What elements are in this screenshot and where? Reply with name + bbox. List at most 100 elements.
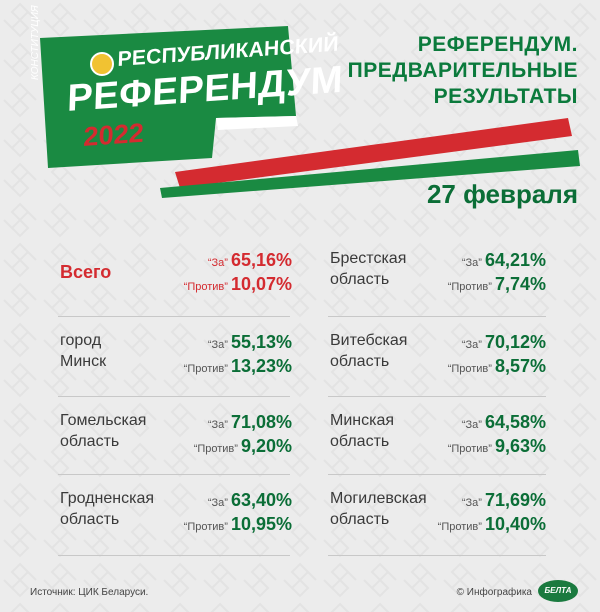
against-value: 13,23% — [230, 356, 292, 376]
vote-values: “За” 55,13% “Против” 13,23% — [184, 330, 292, 378]
for-label: “За” — [461, 257, 482, 269]
against-value: 7,74% — [494, 274, 546, 294]
against-value: 10,95% — [230, 514, 292, 534]
for-row: “За” 64,58% — [448, 410, 546, 434]
for-label: “За” — [207, 257, 228, 269]
vote-values: “За” 70,12% “Против” 8,57% — [448, 330, 546, 378]
region-name-line2: область — [330, 353, 390, 370]
region-name-line2: область — [330, 433, 390, 450]
row-divider — [328, 396, 546, 397]
region-name: Могилевская область — [330, 488, 450, 530]
against-label: “Против” — [447, 443, 492, 455]
against-value: 8,57% — [494, 356, 546, 376]
against-row: “Против” 9,20% — [194, 434, 292, 458]
for-value: 64,58% — [484, 412, 546, 432]
vote-values: “За” 64,58% “Против” 9,63% — [448, 410, 546, 458]
belta-logo: БЕЛТА — [538, 580, 578, 602]
region-name: Гомельская область — [60, 410, 180, 452]
row-divider — [328, 474, 546, 475]
region-name: Витебская область — [330, 330, 450, 372]
result-cell: Витебская область “За” 70,12% “Против” 8,57% — [330, 330, 546, 400]
against-row: “Против” 10,95% — [184, 512, 292, 536]
region-name: Брестская область — [330, 248, 450, 290]
region-name: Минская область — [330, 410, 450, 452]
region-name-line1: Гродненская — [60, 490, 155, 507]
for-value: 71,08% — [230, 412, 292, 432]
region-name-line1: город — [60, 332, 102, 349]
result-cell: Гродненская область “За” 63,40% “Против” 10,9… — [60, 488, 292, 558]
against-value: 10,40% — [484, 514, 546, 534]
region-name-line2: область — [330, 271, 390, 288]
vote-values: “За” 65,16% “Против” 10,07% — [184, 248, 292, 296]
against-value: 9,20% — [240, 436, 292, 456]
region-name: Всего — [60, 262, 180, 283]
for-value: 55,13% — [230, 332, 292, 352]
for-value: 71,69% — [484, 490, 546, 510]
region-name-line1: Брестская — [330, 250, 407, 267]
result-cell: Брестская область “За” 64,21% “Против” 7,74% — [330, 248, 546, 318]
against-value: 9,63% — [494, 436, 546, 456]
row-divider — [328, 555, 546, 556]
against-row: “Против” 10,40% — [438, 512, 546, 536]
against-label: “Против” — [437, 521, 482, 533]
region-name-line2: область — [60, 511, 120, 528]
for-label: “За” — [461, 497, 482, 509]
title-line2: ПРЕДВАРИТЕЛЬНЫЕ — [347, 59, 578, 82]
vote-values: “За” 71,08% “Против” 9,20% — [194, 410, 292, 458]
against-row: “Против” 13,23% — [184, 354, 292, 378]
against-row: “Против” 8,57% — [448, 354, 546, 378]
row-divider — [328, 316, 546, 317]
region-name-line2: область — [330, 511, 390, 528]
against-label: “Против” — [183, 281, 228, 293]
against-row: “Против” 7,74% — [448, 272, 546, 296]
against-label: “Против” — [447, 363, 492, 375]
page-title: РЕФЕРЕНДУМ. ПРЕДВАРИТЕЛЬНЫЕ РЕЗУЛЬТАТЫ — [348, 32, 578, 110]
region-name-line1: Всего — [60, 262, 112, 282]
against-label: “Против” — [183, 521, 228, 533]
for-row: “За” 71,08% — [194, 410, 292, 434]
for-value: 70,12% — [484, 332, 546, 352]
referendum-logo: КОНСТИТУЦИЯ РЕСПУБЛИКАНСКИЙ РЕФЕРЕНДУМ 2… — [26, 5, 344, 188]
against-label: “Против” — [447, 281, 492, 293]
for-value: 65,16% — [230, 250, 292, 270]
for-label: “За” — [461, 419, 482, 431]
result-cell: Всего “За” 65,16% “Против” 10,07% — [60, 248, 292, 318]
for-row: “За” 71,69% — [438, 488, 546, 512]
for-label: “За” — [207, 339, 228, 351]
against-row: “Против” 10,07% — [184, 272, 292, 296]
region-name-line2: Минск — [60, 353, 107, 370]
emblem-icon — [90, 52, 114, 76]
region-name-line1: Витебская — [330, 332, 408, 349]
date-label: 27 февраля — [426, 179, 578, 209]
row-divider — [58, 474, 290, 475]
for-row: “За” 55,13% — [184, 330, 292, 354]
row-divider — [58, 396, 290, 397]
for-value: 63,40% — [230, 490, 292, 510]
for-label: “За” — [207, 497, 228, 509]
against-label: “Против” — [183, 363, 228, 375]
copyright-note: © Инфографика — [456, 587, 532, 598]
title-line3: РЕЗУЛЬТАТЫ — [433, 85, 578, 108]
row-divider — [58, 316, 290, 317]
against-value: 10,07% — [230, 274, 292, 294]
for-row: “За” 64,21% — [448, 248, 546, 272]
for-value: 64,21% — [484, 250, 546, 270]
vote-values: “За” 64,21% “Против” 7,74% — [448, 248, 546, 296]
for-label: “За” — [461, 339, 482, 351]
region-name: город Минск — [60, 330, 180, 372]
vote-values: “За” 63,40% “Против” 10,95% — [184, 488, 292, 536]
region-name-line1: Могилевская — [330, 490, 427, 507]
source-note: Источник: ЦИК Беларуси. — [30, 587, 149, 598]
against-label: “Против” — [193, 443, 238, 455]
result-cell: Гомельская область “За” 71,08% “Против” 9,20% — [60, 410, 292, 480]
region-name: Гродненская область — [60, 488, 180, 530]
result-cell: Могилевская область “За” 71,69% “Против” 10,4… — [330, 488, 546, 558]
row-divider — [58, 555, 290, 556]
title-line1: РЕФЕРЕНДУМ. — [417, 33, 578, 56]
region-name-line1: Гомельская — [60, 412, 147, 429]
region-name-line2: область — [60, 433, 120, 450]
result-cell: город Минск “За” 55,13% “Против” 13,23% — [60, 330, 292, 400]
vote-values: “За” 71,69% “Против” 10,40% — [438, 488, 546, 536]
for-row: “За” 70,12% — [448, 330, 546, 354]
